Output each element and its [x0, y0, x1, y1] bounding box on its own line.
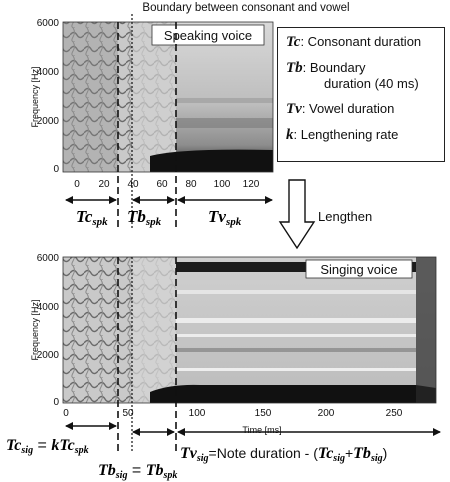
- legend-tc-text: : Consonant duration: [300, 34, 422, 49]
- singing-tc-equation: Tcsig = kTcspk: [6, 437, 89, 456]
- legend-tb: Tb: Boundary duration (40 ms): [286, 60, 438, 91]
- singing-ylabel: Frequency [Hz]: [30, 299, 40, 360]
- singing-ytick: 2000: [37, 350, 60, 361]
- legend-k-symbol: k: [286, 127, 294, 143]
- singing-tv-equation: Tvsig=Note duration - (Tcsig+Tbsig): [180, 445, 387, 464]
- legend-tv-symbol: Tv: [286, 101, 302, 117]
- lengthen-arrow-icon: [278, 179, 316, 250]
- speaking-xtick: 80: [185, 179, 197, 190]
- singing-xlabel: Time [ms]: [242, 425, 281, 435]
- speaking-xtick: 60: [156, 179, 168, 190]
- singing-ytick: 4000: [37, 302, 60, 313]
- boundary-annotation: Boundary between consonant and vowel: [142, 2, 349, 14]
- singing-xtick: 50: [122, 408, 134, 419]
- legend-tb-symbol: Tb: [286, 60, 303, 76]
- singing-ytick: 6000: [37, 253, 60, 264]
- singing-xtick: 200: [318, 408, 335, 419]
- singing-xtick: 0: [63, 408, 69, 419]
- lengthen-label: Lengthen: [318, 209, 372, 224]
- singing-ytick: 0: [53, 397, 59, 408]
- singing-spectrogram: [62, 256, 437, 404]
- singing-xtick: 150: [255, 408, 272, 419]
- legend-tv-text: : Vowel duration: [301, 101, 395, 116]
- legend-tc-symbol: Tc: [286, 34, 301, 50]
- speaking-xtick: 0: [74, 179, 80, 190]
- singing-xtick: 100: [189, 408, 206, 419]
- singing-duration-arrows: [65, 422, 441, 436]
- singing-title: Singing voice: [320, 262, 397, 277]
- speaking-ytick: 2000: [37, 116, 60, 127]
- singing-title-box: [305, 259, 413, 279]
- speaking-spectrogram: [62, 21, 274, 173]
- speaking-xtick: 20: [98, 179, 110, 190]
- legend-tv: Tv: Vowel duration: [286, 101, 438, 117]
- legend-box: Tc: Consonant duration Tb: Boundary dura…: [277, 27, 445, 162]
- speaking-tv-label: Tvspk: [208, 207, 242, 228]
- singing-tb-equation: Tbsig = Tbspk: [98, 462, 177, 481]
- legend-tc: Tc: Consonant duration: [286, 34, 438, 50]
- speaking-xtick: 100: [214, 179, 231, 190]
- singing-xtick: 250: [386, 408, 403, 419]
- speaking-tc-label: Tcspk: [76, 207, 108, 228]
- boundary-lines: [117, 14, 177, 452]
- legend-tb-text2: duration (40 ms): [324, 76, 419, 91]
- legend-tb-text: : Boundary: [302, 60, 366, 75]
- speaking-ytick: 4000: [37, 67, 60, 78]
- speaking-ytick: 0: [53, 164, 59, 175]
- speaking-title: Speaking voice: [164, 28, 252, 43]
- speaking-xtick: 120: [243, 179, 260, 190]
- speaking-xtick: 40: [127, 179, 139, 190]
- legend-k-text: : Lengthening rate: [293, 127, 399, 142]
- speaking-ylabel: Frequency [Hz]: [30, 66, 40, 127]
- legend-k: k: Lengthening rate: [286, 127, 438, 143]
- speaking-title-box: [151, 24, 265, 46]
- speaking-tb-label: Tbspk: [127, 207, 162, 228]
- speaking-ytick: 6000: [37, 18, 60, 29]
